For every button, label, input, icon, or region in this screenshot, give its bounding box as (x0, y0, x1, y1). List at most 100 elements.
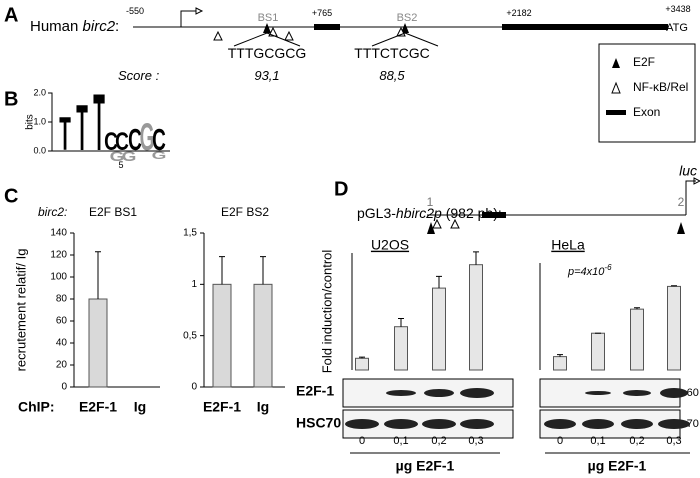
position: +3438 (665, 4, 690, 14)
score: 93,1 (254, 68, 279, 83)
logo-letter: T (76, 92, 88, 165)
position: +765 (312, 8, 332, 18)
e2f-site (263, 23, 271, 33)
error-bar (260, 256, 266, 285)
gene-label: birc2: (38, 205, 67, 219)
x-tick-label: E2F-1 (79, 399, 117, 415)
tss-arrow (180, 10, 196, 27)
bar (212, 283, 232, 388)
panel-label: B (4, 88, 18, 110)
x-tick-label: 0,1 (393, 435, 408, 447)
x-tick-label: Ig (257, 399, 269, 415)
y-tick-label: 100 (50, 272, 67, 283)
chart-title: E2F BS2 (221, 205, 269, 219)
nfkb-sites (213, 26, 406, 41)
x-tick-label: 0,2 (431, 435, 446, 447)
y-tick-label: 80 (56, 294, 68, 305)
chart-title: HeLa (551, 237, 585, 253)
y-tick-label: 1 (191, 279, 197, 290)
legend-symbol (612, 58, 620, 68)
logo-letter: T (59, 107, 71, 161)
gene-name: birc2 (83, 18, 116, 35)
y-label: Fold induction/control (319, 250, 334, 374)
e2f-site (427, 222, 435, 234)
x-label: µg E2F-1 (396, 458, 455, 474)
panel-label: C (4, 185, 18, 207)
site-name: BS1 (258, 12, 279, 24)
legend-symbol (606, 110, 626, 115)
logo-letter: C (152, 124, 166, 158)
y-tick-label: 60 (56, 316, 68, 327)
error-bar (634, 307, 640, 310)
marker: -60 (683, 387, 699, 399)
panel-label: A (4, 4, 18, 26)
logo-axis (48, 92, 170, 152)
blot-label: E2F-1 (296, 383, 334, 399)
y-tick-label: 120 (50, 250, 67, 261)
exon (314, 24, 340, 30)
logo-letter: C (128, 124, 142, 158)
e2f-site (401, 23, 409, 33)
logo-tick: 1.0 (33, 116, 46, 126)
chart-title: E2F BS1 (89, 205, 137, 219)
arrow-head (693, 177, 700, 185)
y-tick-label: 140 (50, 228, 67, 239)
nfkb-sites (432, 218, 460, 229)
score: 88,5 (379, 68, 405, 83)
logo-letter: G (122, 148, 137, 164)
gene-label: Human birc2: (30, 18, 119, 35)
tss-arrow (685, 180, 696, 215)
exon (502, 24, 668, 30)
error-bar (95, 251, 101, 299)
x-tick-label: Ig (134, 399, 146, 415)
logo-tick: 0.0 (33, 145, 46, 155)
x-tick-label: 0,3 (666, 435, 681, 447)
logo-letter: G (110, 148, 125, 164)
label-suffix: : (115, 18, 119, 35)
legend-label: E2F (633, 55, 655, 69)
construct-label: pGL3-hbirc2p (982 pb): (357, 205, 502, 221)
legend-label: Exon (633, 105, 660, 119)
site-zoom (233, 32, 301, 47)
x-label: µg E2F-1 (588, 458, 647, 474)
label-prefix: Human (30, 18, 83, 35)
x-tick-label: 0 (557, 435, 563, 447)
logo-letter: C (115, 127, 129, 155)
blot-label: HSC70 (296, 415, 341, 431)
x-tick-label: 0 (359, 435, 365, 447)
logo-letter: G (140, 116, 155, 159)
exon (482, 212, 506, 218)
y-tick-label: 0,5 (183, 330, 197, 341)
bar (630, 308, 644, 371)
site-sequence: TTTGCGCG (228, 45, 307, 61)
logo-letter: G (152, 150, 167, 162)
position: +2182 (506, 8, 531, 18)
site-zoom (371, 32, 439, 47)
y-tick-label: 0 (191, 382, 197, 393)
logo-xtick: 5 (118, 160, 123, 170)
bar (394, 326, 408, 371)
legend-label: NF-κB/Rel (633, 80, 688, 94)
blots (342, 378, 681, 439)
x-tick-label: 0,2 (629, 435, 644, 447)
y-tick-label: 20 (56, 360, 68, 371)
atg: ATG (666, 22, 688, 34)
x-tick-label: E2F-1 (203, 399, 241, 415)
error-bar (671, 285, 677, 287)
reporter: luc (679, 163, 697, 179)
annotation-text: p=4x10 (567, 266, 605, 278)
bar (253, 283, 273, 388)
y-tick-label: 40 (56, 338, 68, 349)
row-label: ChIP: (18, 399, 55, 415)
chart-title: U2OS (371, 237, 409, 253)
score-label: Score : (118, 68, 160, 83)
position: -550 (126, 6, 144, 16)
arrow-head (195, 7, 204, 15)
site-number: 2 (678, 195, 685, 209)
legend-symbol (611, 81, 621, 94)
error-bar (473, 251, 479, 265)
annotation: p=4x10-6 (567, 263, 612, 278)
logo-ylabel: bits (25, 114, 36, 130)
